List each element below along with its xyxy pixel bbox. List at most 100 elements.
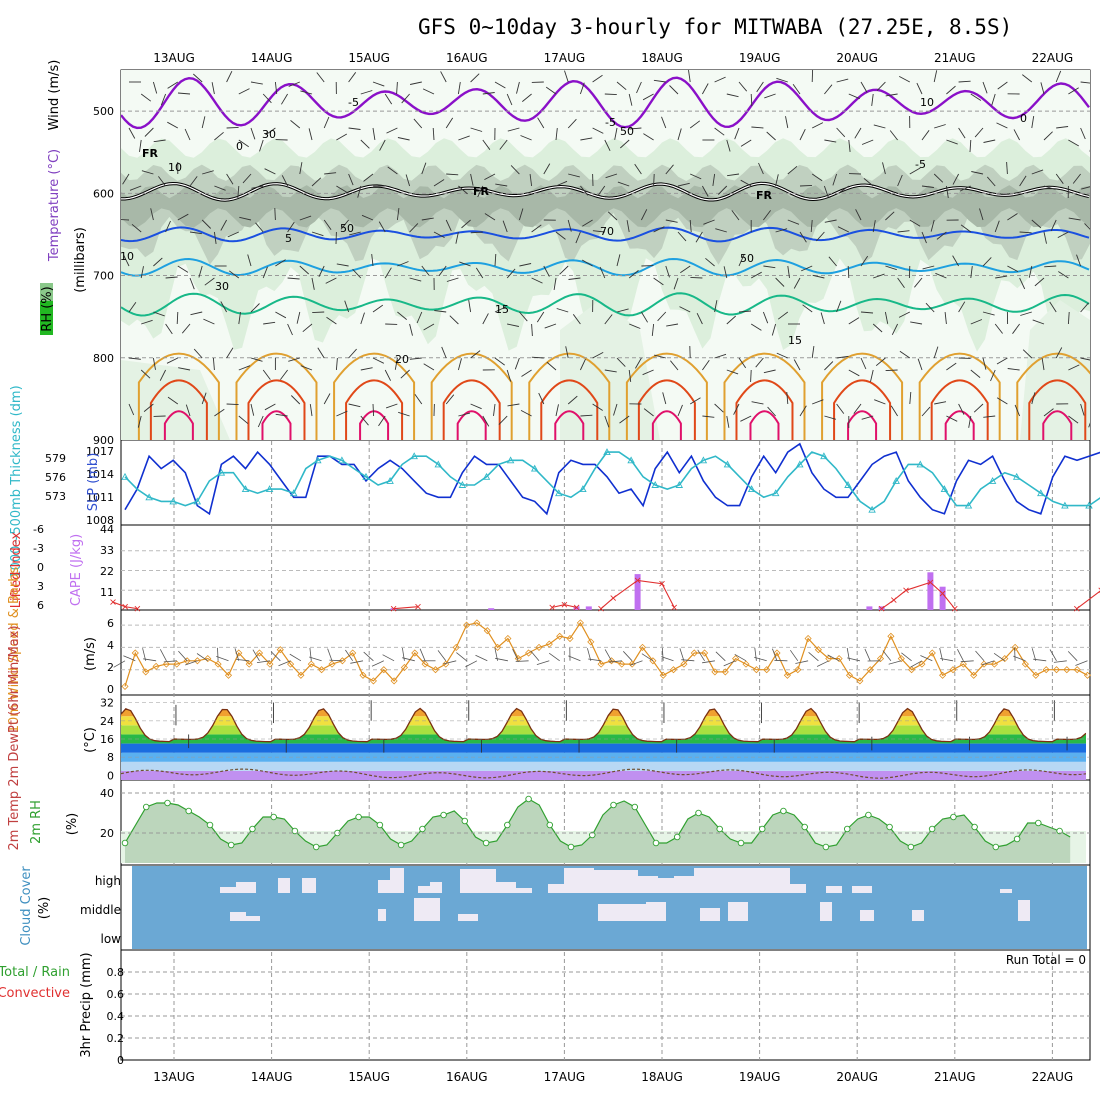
wind-speed-marker	[918, 660, 926, 668]
rh-marker	[312, 843, 320, 851]
wind-speed-marker	[752, 666, 760, 674]
wind-barb	[226, 126, 239, 129]
wind-barb	[414, 393, 423, 405]
wind-barb-10m	[495, 657, 508, 662]
temp-2m-line	[121, 707, 1086, 743]
wind-barb	[604, 93, 617, 96]
wind-barb-10m	[1014, 647, 1016, 661]
wind-speed-marker	[711, 668, 719, 676]
rh-marker	[652, 839, 660, 847]
precip-tick: 0.8	[107, 966, 125, 979]
wind-barb	[565, 346, 569, 359]
rh-marker	[907, 843, 915, 851]
wind-barb	[750, 323, 762, 331]
wind-barb	[518, 208, 524, 221]
wind-speed-marker	[628, 660, 636, 668]
rh-marker	[928, 825, 936, 833]
wind-barb	[494, 357, 505, 366]
wind-barb-10m	[681, 659, 695, 662]
pressure-tick: 900	[93, 434, 114, 447]
wind-barb-10m	[252, 649, 260, 662]
wind-barb	[634, 163, 642, 175]
thickness-marker	[193, 497, 202, 505]
wind-barb-10m	[1067, 651, 1078, 662]
wind-barb	[1068, 364, 1080, 371]
wind-speed-marker	[669, 666, 678, 674]
ylabel-rh2m: 2m RH	[29, 800, 44, 844]
wind-barb	[1022, 74, 1033, 83]
wind-barb	[433, 231, 445, 238]
wind-barb	[567, 219, 572, 232]
rh-marker	[1013, 835, 1021, 843]
cloud-gap	[860, 910, 874, 921]
wind-barb	[731, 210, 740, 221]
wind-barb	[994, 323, 1003, 334]
wind-barb	[580, 137, 593, 141]
wind-barb	[643, 408, 654, 417]
wind-barb-10m	[772, 648, 778, 661]
wind-barb	[641, 311, 648, 323]
wind-barb	[141, 170, 154, 175]
wind-barb	[543, 163, 551, 175]
wind-barb	[379, 139, 386, 151]
rh-marker	[843, 825, 851, 833]
rh-marker	[631, 803, 639, 811]
cloud-gap	[236, 882, 256, 893]
wind-barb	[613, 403, 618, 416]
ylabel-cloud: Cloud Cover	[19, 866, 34, 946]
wind-barb	[409, 357, 422, 360]
wind-barb	[153, 311, 165, 317]
wind-barb	[360, 90, 373, 95]
temp-tick: 24	[100, 715, 114, 728]
thickness-marker	[362, 472, 370, 480]
wind-barb	[799, 129, 806, 141]
wind-barb	[324, 172, 337, 175]
temp-contour-25	[540, 379, 599, 440]
wind-barb	[824, 219, 837, 223]
chart-title: GFS 0~10day 3-hourly for MITWABA (27.25E…	[418, 15, 1012, 39]
temp-tick: 0	[107, 769, 114, 782]
wind-barb	[348, 72, 357, 83]
li-marker	[561, 601, 568, 608]
wind-barb	[936, 231, 947, 240]
thickness-marker	[169, 497, 177, 505]
wind-barb	[726, 315, 737, 325]
wind-barb	[990, 369, 996, 382]
wind-barb	[336, 263, 349, 267]
rh-area	[125, 799, 1071, 863]
wind-barb	[531, 323, 533, 337]
dewpoint-line	[121, 768, 1086, 779]
wind-barb	[441, 346, 447, 359]
wind-barb	[360, 415, 369, 426]
thickness-marker	[940, 485, 949, 493]
rh-marker	[971, 823, 978, 831]
temp-contour-20	[918, 352, 1001, 440]
wind-barb	[653, 173, 655, 187]
temp-contour-30	[651, 410, 682, 440]
wind-barb	[275, 413, 288, 417]
wind-barb	[982, 81, 988, 94]
wind-barb	[348, 348, 357, 359]
wind-barb	[921, 231, 927, 244]
wind-barb-10m	[456, 652, 467, 662]
wind-speed-marker	[1021, 660, 1029, 668]
thickness-marker	[145, 493, 153, 501]
ylabel-cape: CAPE (J/kg)	[69, 534, 84, 606]
wind-barb	[128, 403, 135, 416]
wind-barb-10m	[196, 653, 209, 662]
wind-barb	[514, 357, 520, 370]
wind-speed-marker	[535, 643, 543, 651]
wind-barb	[695, 231, 703, 243]
wind-barb	[643, 133, 654, 141]
wind-barb	[226, 71, 233, 83]
wind-barb	[201, 392, 207, 405]
cloud-gap	[390, 868, 404, 893]
wind-barb	[311, 277, 315, 290]
wind-barb	[592, 230, 605, 233]
temp-contour-25	[833, 379, 892, 440]
wind-barb	[396, 81, 398, 95]
pressure-tick: 600	[93, 187, 114, 200]
cloud-gap	[616, 904, 646, 921]
wind-barb	[288, 81, 300, 87]
wind-speed-marker	[369, 677, 377, 685]
